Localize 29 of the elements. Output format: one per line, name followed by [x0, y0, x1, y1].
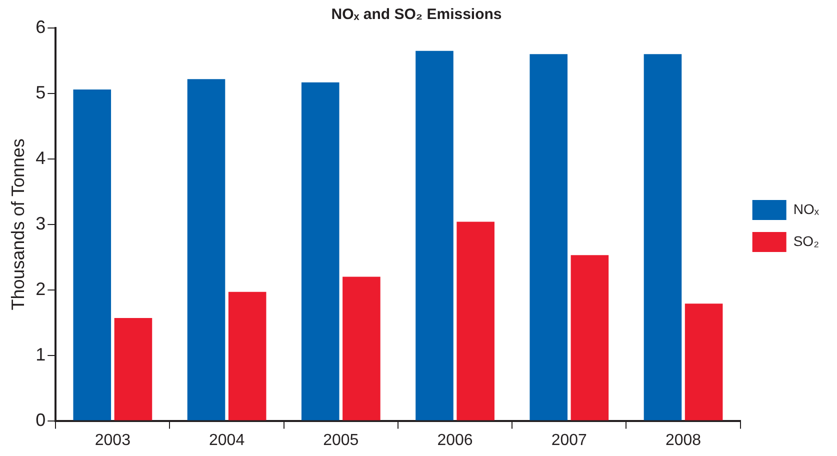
x-tick-label: 2005	[323, 432, 359, 449]
y-tick-label: 1	[36, 344, 46, 364]
y-tick-label: 3	[36, 213, 46, 234]
y-tick-label: 6	[36, 16, 46, 37]
x-tick-label: 2003	[94, 432, 131, 449]
legend-label: SO₂	[793, 232, 820, 249]
bar	[684, 304, 723, 420]
x-tick-label: 2008	[665, 432, 702, 449]
y-axis-title: Thousands of Tonnes	[8, 138, 28, 310]
y-tick-label: 0	[36, 410, 46, 430]
bar	[73, 90, 112, 420]
bar	[644, 54, 682, 420]
x-tick-label: 2006	[437, 432, 473, 449]
x-tick-label: 2004	[208, 432, 245, 449]
bar	[530, 54, 568, 420]
chart-title: NOₓ and SO₂ Emissions	[331, 6, 502, 24]
bar	[456, 222, 494, 420]
bar	[114, 318, 152, 420]
bar	[301, 82, 340, 420]
y-tick-label: 5	[36, 82, 46, 102]
y-tick-label: 2	[36, 278, 46, 299]
y-tick-label: 4	[36, 148, 46, 168]
bar	[187, 79, 226, 420]
legend-label: NOₓ	[793, 200, 820, 217]
bar	[570, 255, 609, 420]
bar	[342, 276, 380, 420]
bar	[228, 292, 266, 420]
bar	[416, 50, 454, 420]
x-tick-label: 2007	[551, 432, 588, 449]
